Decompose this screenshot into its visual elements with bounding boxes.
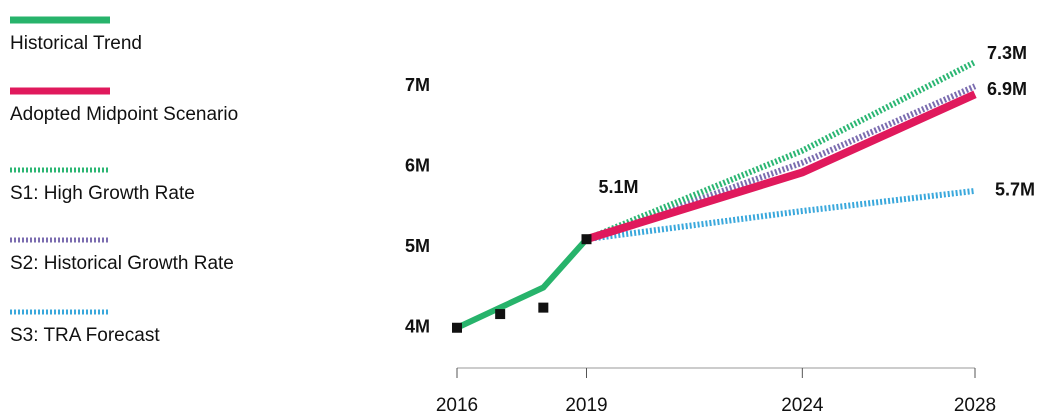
- legend-label: Historical Trend: [10, 33, 142, 54]
- x-tick-label: 2019: [565, 395, 607, 415]
- series-line: [586, 187, 976, 243]
- marker: [538, 302, 549, 313]
- marker: [581, 234, 592, 245]
- series-line: [585, 90, 977, 244]
- legend-label: S2: Historical Growth Rate: [10, 253, 234, 274]
- marker: [452, 322, 462, 333]
- x-tick-label: 2024: [781, 395, 824, 415]
- legend-label: S3: TRA Forecast: [10, 325, 160, 346]
- legend-label: S1: High Growth Rate: [10, 183, 195, 204]
- y-tick-label: 7M: [405, 75, 430, 95]
- y-tick-label: 4M: [405, 317, 430, 337]
- value-label: 5.7M: [995, 180, 1035, 200]
- legend-label: Adopted Midpoint Scenario: [10, 104, 238, 125]
- value-label: 7.3M: [987, 43, 1027, 63]
- series-line: [585, 59, 977, 242]
- x-tick-label: 2016: [436, 395, 478, 415]
- series-line: [455, 237, 589, 331]
- y-tick-label: 6M: [405, 156, 430, 176]
- value-label: 5.1M: [599, 177, 639, 197]
- y-tick-label: 5M: [405, 236, 430, 256]
- marker: [495, 309, 506, 320]
- x-tick-label: 2028: [954, 395, 996, 415]
- value-label: 6.9M: [987, 79, 1027, 99]
